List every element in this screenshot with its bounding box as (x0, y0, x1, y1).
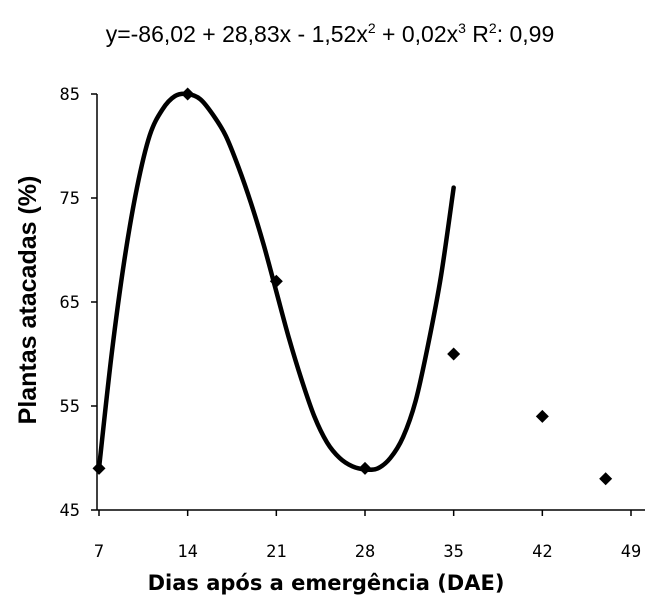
x-tick-label: 7 (94, 542, 104, 562)
y-tick-group: 85 75 65 55 45 (60, 85, 97, 521)
x-tick-label: 49 (621, 542, 641, 562)
data-point-marker (535, 409, 549, 423)
x-tick-label: 14 (177, 542, 197, 562)
data-point-marker (358, 461, 372, 475)
equation-part-c: R (466, 21, 489, 47)
x-tick-label: 42 (532, 542, 552, 562)
x-tick-label: 35 (443, 542, 463, 562)
regression-curve (96, 91, 456, 473)
x-tick-label: 28 (355, 542, 375, 562)
data-point-marker (92, 461, 106, 475)
x-tick-label: 21 (266, 542, 286, 562)
data-point-marker (269, 274, 283, 288)
data-point-marker (181, 87, 195, 101)
equation-sup-c: 2 (489, 20, 497, 36)
equation-part-b: + 0,02x (376, 21, 459, 47)
data-points (92, 87, 613, 486)
x-axis-label: Dias após a emergência (DAE) (148, 571, 505, 595)
data-point-marker (599, 472, 613, 486)
y-tick-label: 85 (60, 85, 80, 105)
equation-part-a: y=-86,02 + 28,83x - 1,52x (106, 21, 369, 47)
chart-title: y=-86,02 + 28,83x - 1,52x2 + 0,02x3 R2: … (106, 20, 555, 47)
y-tick-label: 65 (60, 293, 80, 313)
x-tick-group: 7 14 21 28 35 42 49 (94, 510, 641, 562)
equation-sup-a: 2 (368, 20, 376, 36)
equation-sup-b: 3 (458, 20, 466, 36)
data-point-marker (447, 347, 461, 361)
y-tick-label: 55 (60, 397, 80, 417)
equation-part-d: : 0,99 (497, 21, 555, 47)
y-tick-label: 75 (60, 189, 80, 209)
y-axis-label: Plantas atacadas (%) (14, 176, 42, 425)
y-tick-label: 45 (60, 501, 80, 521)
